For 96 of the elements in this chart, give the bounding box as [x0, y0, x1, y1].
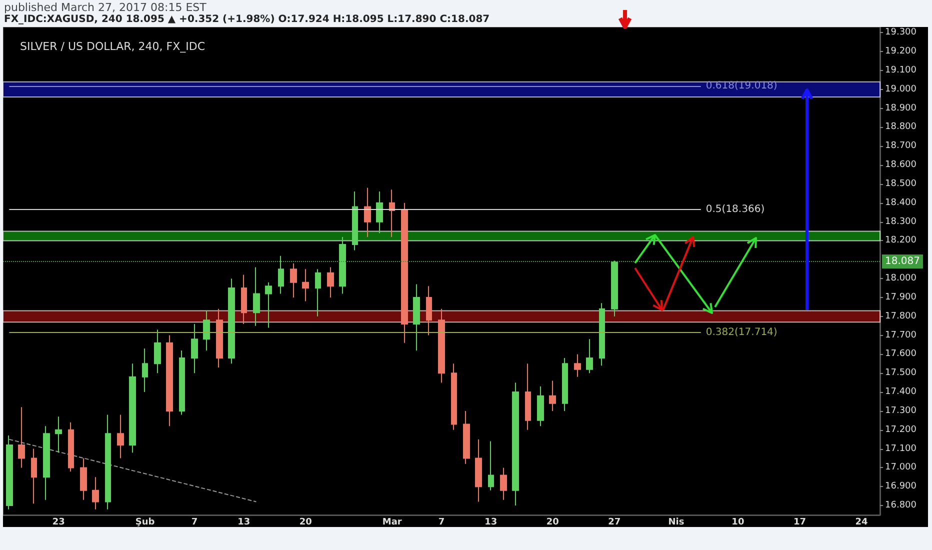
candlestick — [265, 282, 272, 328]
ref-line-label: 0.5(18.366) — [706, 204, 765, 215]
x-tick-label: 20 — [546, 518, 559, 528]
y-tick-label: 18.600 — [885, 160, 917, 170]
candlestick — [413, 284, 420, 351]
candlestick — [55, 416, 62, 454]
x-tick-label: 24 — [855, 518, 868, 528]
y-tick-label: 19.200 — [885, 46, 917, 57]
y-tick-label: 19.100 — [885, 66, 917, 76]
candlestick — [80, 458, 87, 500]
candlestick — [327, 266, 334, 298]
candlestick — [438, 308, 445, 384]
candlestick — [562, 358, 568, 412]
y-tick-label: 18.200 — [885, 236, 917, 246]
y-tick-label: 17.100 — [885, 444, 917, 454]
y-tick-label: 18.700 — [885, 141, 917, 152]
candlestick — [18, 406, 25, 468]
ref-line-label: 0.382(17.714) — [706, 327, 778, 338]
y-tick-label: 17.600 — [885, 349, 917, 360]
x-tick-label: 7 — [191, 518, 198, 528]
y-tick-label: 17.300 — [885, 406, 917, 416]
candlestick — [228, 278, 235, 364]
candlestick — [278, 255, 284, 294]
candlestick — [315, 268, 321, 317]
y-tick-label: 16.900 — [885, 482, 917, 492]
y-tick-label: 17.200 — [885, 424, 917, 435]
candlestick — [488, 440, 494, 491]
candlestick — [154, 329, 161, 374]
ref-line-label: 18.087 — [885, 256, 920, 268]
x-tick-label: 13 — [484, 518, 498, 528]
candlestick — [6, 435, 13, 510]
y-tick-label: 17.800 — [885, 311, 917, 322]
candlestick — [203, 310, 210, 351]
candlestick — [525, 363, 531, 430]
candlestick — [574, 354, 581, 378]
candlestick — [599, 302, 605, 366]
candlestick — [352, 191, 358, 251]
candlestick — [241, 274, 247, 324]
y-tick-label: 18.300 — [885, 216, 917, 227]
candlestick — [611, 260, 618, 317]
x-tick-label: 10 — [732, 518, 744, 528]
y-tick-label: 18.000 — [885, 274, 917, 284]
candlestick — [179, 350, 185, 416]
y-tick-label: 19.300 — [885, 28, 917, 38]
candlestick — [142, 348, 148, 393]
x-tick-label: Mar — [382, 518, 402, 528]
y-tick-label: 17.400 — [885, 387, 917, 398]
candlestick — [68, 422, 74, 472]
x-tick-label: 17 — [793, 518, 806, 528]
text: SILVER / US DOLLAR, 240, FX_IDC — [20, 40, 206, 53]
x-tick-label: 13 — [238, 518, 250, 528]
candlestick — [426, 286, 432, 336]
candlestick — [364, 187, 371, 238]
candlestick — [537, 386, 544, 427]
candlestick — [475, 438, 482, 502]
y-tick-label: 18.900 — [885, 103, 917, 114]
candlestick — [389, 189, 395, 238]
candlestick — [117, 414, 124, 459]
candlestick — [253, 266, 260, 326]
x-tick-label: Şub — [135, 518, 156, 528]
candlestick — [302, 268, 309, 302]
candlestick — [451, 363, 457, 430]
y-tick-label: 17.000 — [885, 462, 917, 473]
y-tick-label: 17.700 — [885, 330, 917, 340]
x-tick-label: 20 — [299, 518, 312, 528]
x-tick-label: 23 — [52, 518, 65, 528]
candlestick — [216, 308, 223, 368]
candlestick — [43, 426, 50, 500]
candlestick — [500, 467, 507, 500]
x-tick-label: Nis — [668, 518, 684, 528]
text: published March 27, 2017 08:15 EST — [4, 1, 206, 14]
y-tick-label: 18.400 — [885, 198, 917, 208]
candlestick — [290, 262, 297, 298]
chart-subtitle: FX_IDC:XAGUSD, 240 18.095 ▲ +0.352 (+1.98%) O:17.924 H:18.095 L:17.890 C:18.087 — [4, 14, 490, 25]
candlestick — [463, 410, 470, 464]
candlestick — [105, 414, 111, 510]
y-tick-label: 16.800 — [885, 500, 917, 511]
candlestick — [376, 191, 383, 234]
candlestick — [166, 334, 173, 427]
y-tick-label: 17.900 — [885, 292, 917, 302]
candlestick — [549, 380, 556, 412]
candlestick — [339, 236, 346, 294]
y-tick-label: 17.500 — [885, 368, 917, 378]
ref-line-label: 0.618(19.018) — [706, 80, 778, 92]
y-tick-label: 19.000 — [885, 84, 917, 94]
candlestick — [586, 338, 593, 374]
candlestick — [92, 476, 99, 510]
y-tick-label: 18.800 — [885, 122, 917, 132]
candlestick — [401, 202, 408, 344]
candlestick — [191, 323, 198, 374]
x-tick-label: 7 — [438, 518, 445, 528]
x-tick-label: 27 — [608, 518, 621, 528]
candlestick — [31, 448, 37, 504]
candlestick — [512, 382, 519, 506]
candlestick — [129, 363, 136, 454]
y-tick-label: 18.500 — [885, 178, 917, 189]
